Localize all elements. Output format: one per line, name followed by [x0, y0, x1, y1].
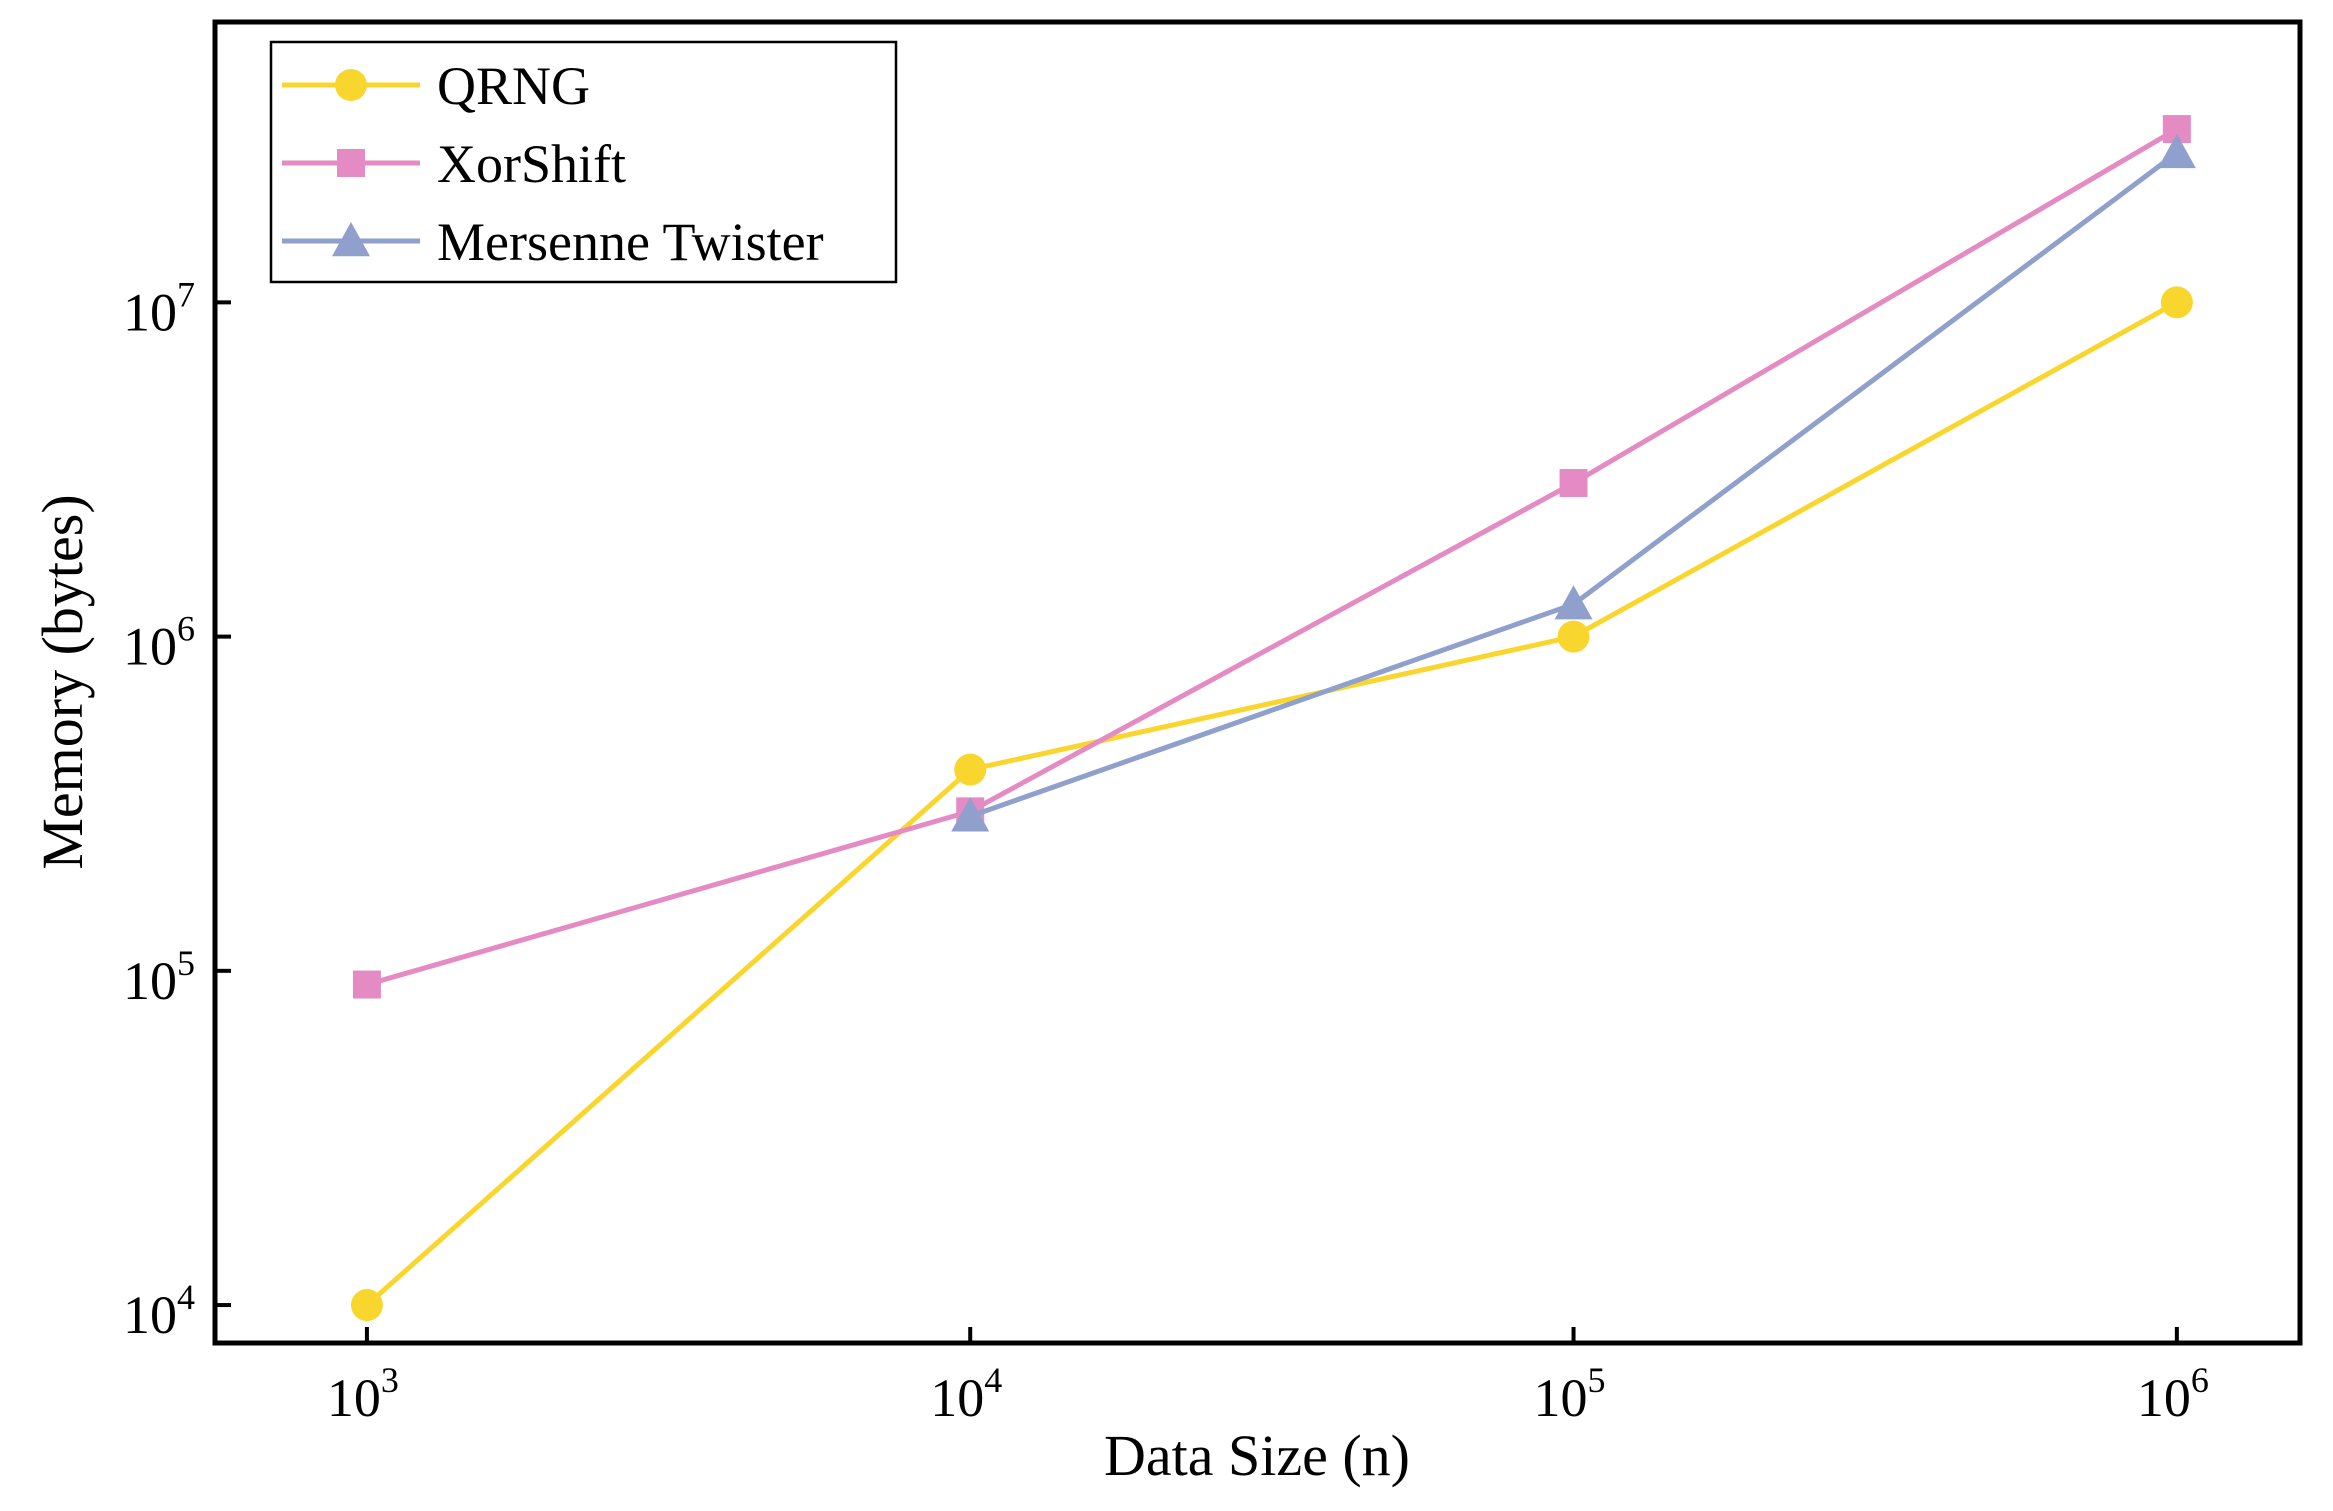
- data-point: [2160, 286, 2193, 319]
- legend-item: Mersenne Twister: [282, 212, 824, 272]
- plot-frame: [212, 19, 2303, 1346]
- legend-label: XorShift: [437, 134, 626, 194]
- y-tick-label: 106: [123, 609, 195, 677]
- legend-item: QRNG: [282, 56, 590, 116]
- y-tick-label: 104: [123, 1277, 195, 1345]
- data-point: [954, 753, 987, 786]
- x-axis-label: Data Size (n): [1104, 1423, 1410, 1488]
- legend-item: XorShift: [282, 134, 626, 194]
- x-tick-label: 105: [1534, 1360, 1606, 1428]
- series-qrng: [350, 286, 2193, 1322]
- series-layer: [350, 115, 2196, 1322]
- legend-label: QRNG: [437, 56, 590, 116]
- data-point: [350, 1289, 383, 1322]
- legend-marker: [332, 222, 370, 257]
- x-tick-label: 106: [2137, 1360, 2209, 1428]
- ticks-layer: 103 104 105 106 104 105 106 107: [123, 274, 2209, 1428]
- legend-marker: [335, 69, 367, 101]
- y-axis-label: Memory (bytes): [30, 494, 95, 869]
- y-tick-label: 107: [123, 274, 195, 342]
- x-tick-label: 104: [930, 1360, 1002, 1428]
- y-tick-label: 105: [123, 943, 195, 1011]
- x-tick-label: 103: [327, 1360, 399, 1428]
- series-mersenne-twister: [951, 133, 2196, 832]
- legend: QRNG XorShift Mersenne Twister: [269, 40, 898, 284]
- series-line: [365, 300, 2179, 1307]
- legend-label: Mersenne Twister: [437, 212, 824, 272]
- data-point: [1559, 469, 1588, 498]
- data-point: [1557, 620, 1590, 653]
- legend-marker: [337, 149, 365, 177]
- series-line: [366, 126, 2179, 987]
- data-point: [1554, 585, 1593, 620]
- data-point: [951, 797, 990, 832]
- data-point: [352, 970, 381, 999]
- data-point: [2157, 133, 2196, 169]
